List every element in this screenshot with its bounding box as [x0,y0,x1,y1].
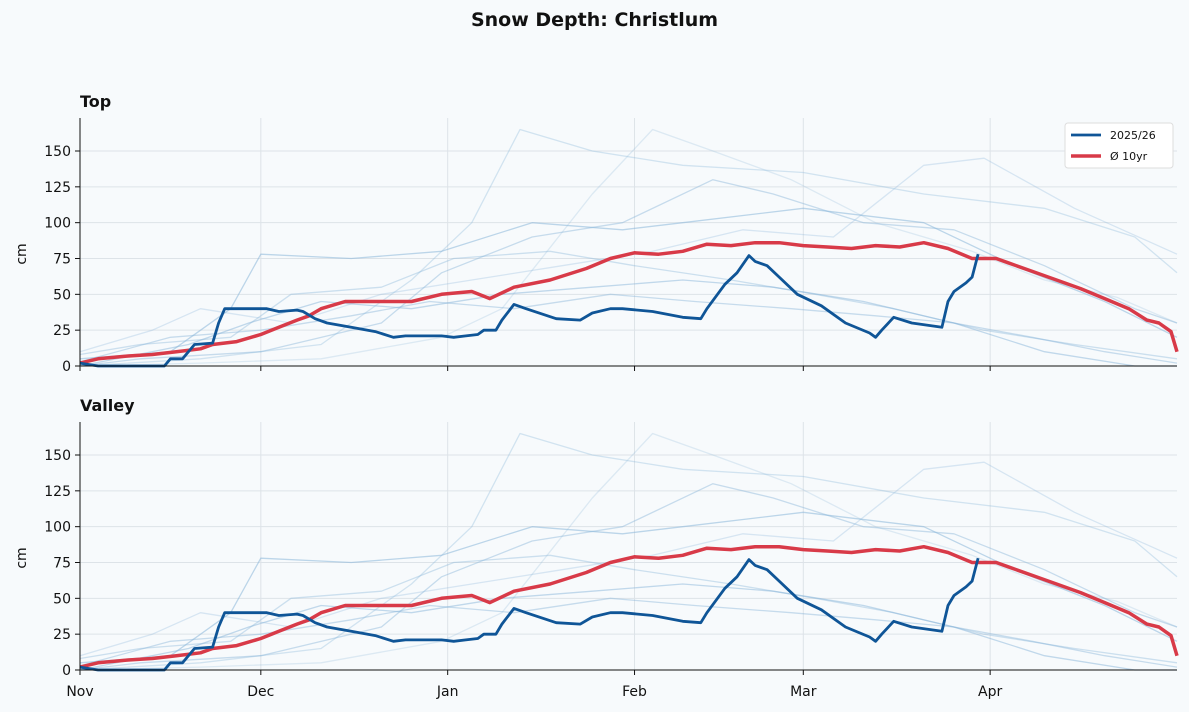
y-tick-label: 125 [44,484,71,500]
series-line-history [79,128,1178,367]
x-tick-label: Apr [978,684,1002,700]
y-tick-label: 25 [53,627,71,643]
y-tick-label: 125 [44,180,71,196]
series-line-history [79,432,1178,671]
series-line-history [79,207,1178,360]
series-line-history [79,128,1178,367]
series-line-history [79,483,1178,671]
y-tick-label: 150 [44,144,71,160]
y-tick-label: 100 [44,216,71,232]
series-line-current [79,557,980,672]
x-tick-label: Mar [790,684,817,700]
series-line-history [79,583,1177,671]
series-line-history [79,432,1178,671]
y-tick-label: 75 [53,556,71,572]
x-tick-label: Dec [247,684,274,700]
series-line-history [79,554,1178,664]
x-tick-label: Nov [66,684,93,700]
series-line-history [79,179,1178,367]
legend-label: Ø 10yr [1110,150,1148,163]
y-tick-label: 100 [44,520,71,536]
series-line-history [79,511,1178,664]
series-line-history [79,250,1178,360]
panel-title: Valley [80,396,135,415]
y-tick-label: 50 [53,287,71,303]
y-axis-label: cm [14,547,30,568]
y-axis-label: cm [14,243,30,264]
panel-valley: Valley 0 25 50 75 100 125 150 Nov Dec Jan Feb Mar Apr… [14,396,1179,700]
series-line-history [79,279,1177,367]
y-tick-label: 50 [53,591,71,607]
panel-title: Top [80,92,111,111]
series-line-average [79,240,1179,365]
series-line-current [79,253,980,368]
y-tick-label: 75 [53,252,71,268]
y-tick-label: 0 [62,359,71,375]
series-line-average [79,544,1179,669]
legend: 2025/26 Ø 10yr [1064,122,1174,169]
x-tick-label: Feb [622,684,647,700]
chart-title: Snow Depth: Christlum [470,9,719,31]
panel-top: Top 0 25 50 75 100 125 150 cm 2025/26 Ø 10yr [14,92,1179,375]
x-tick-label: Jan [436,684,459,700]
y-tick-label: 150 [44,448,71,464]
legend-label: 2025/26 [1110,129,1156,142]
y-tick-label: 0 [62,663,71,679]
y-tick-label: 25 [53,323,71,339]
